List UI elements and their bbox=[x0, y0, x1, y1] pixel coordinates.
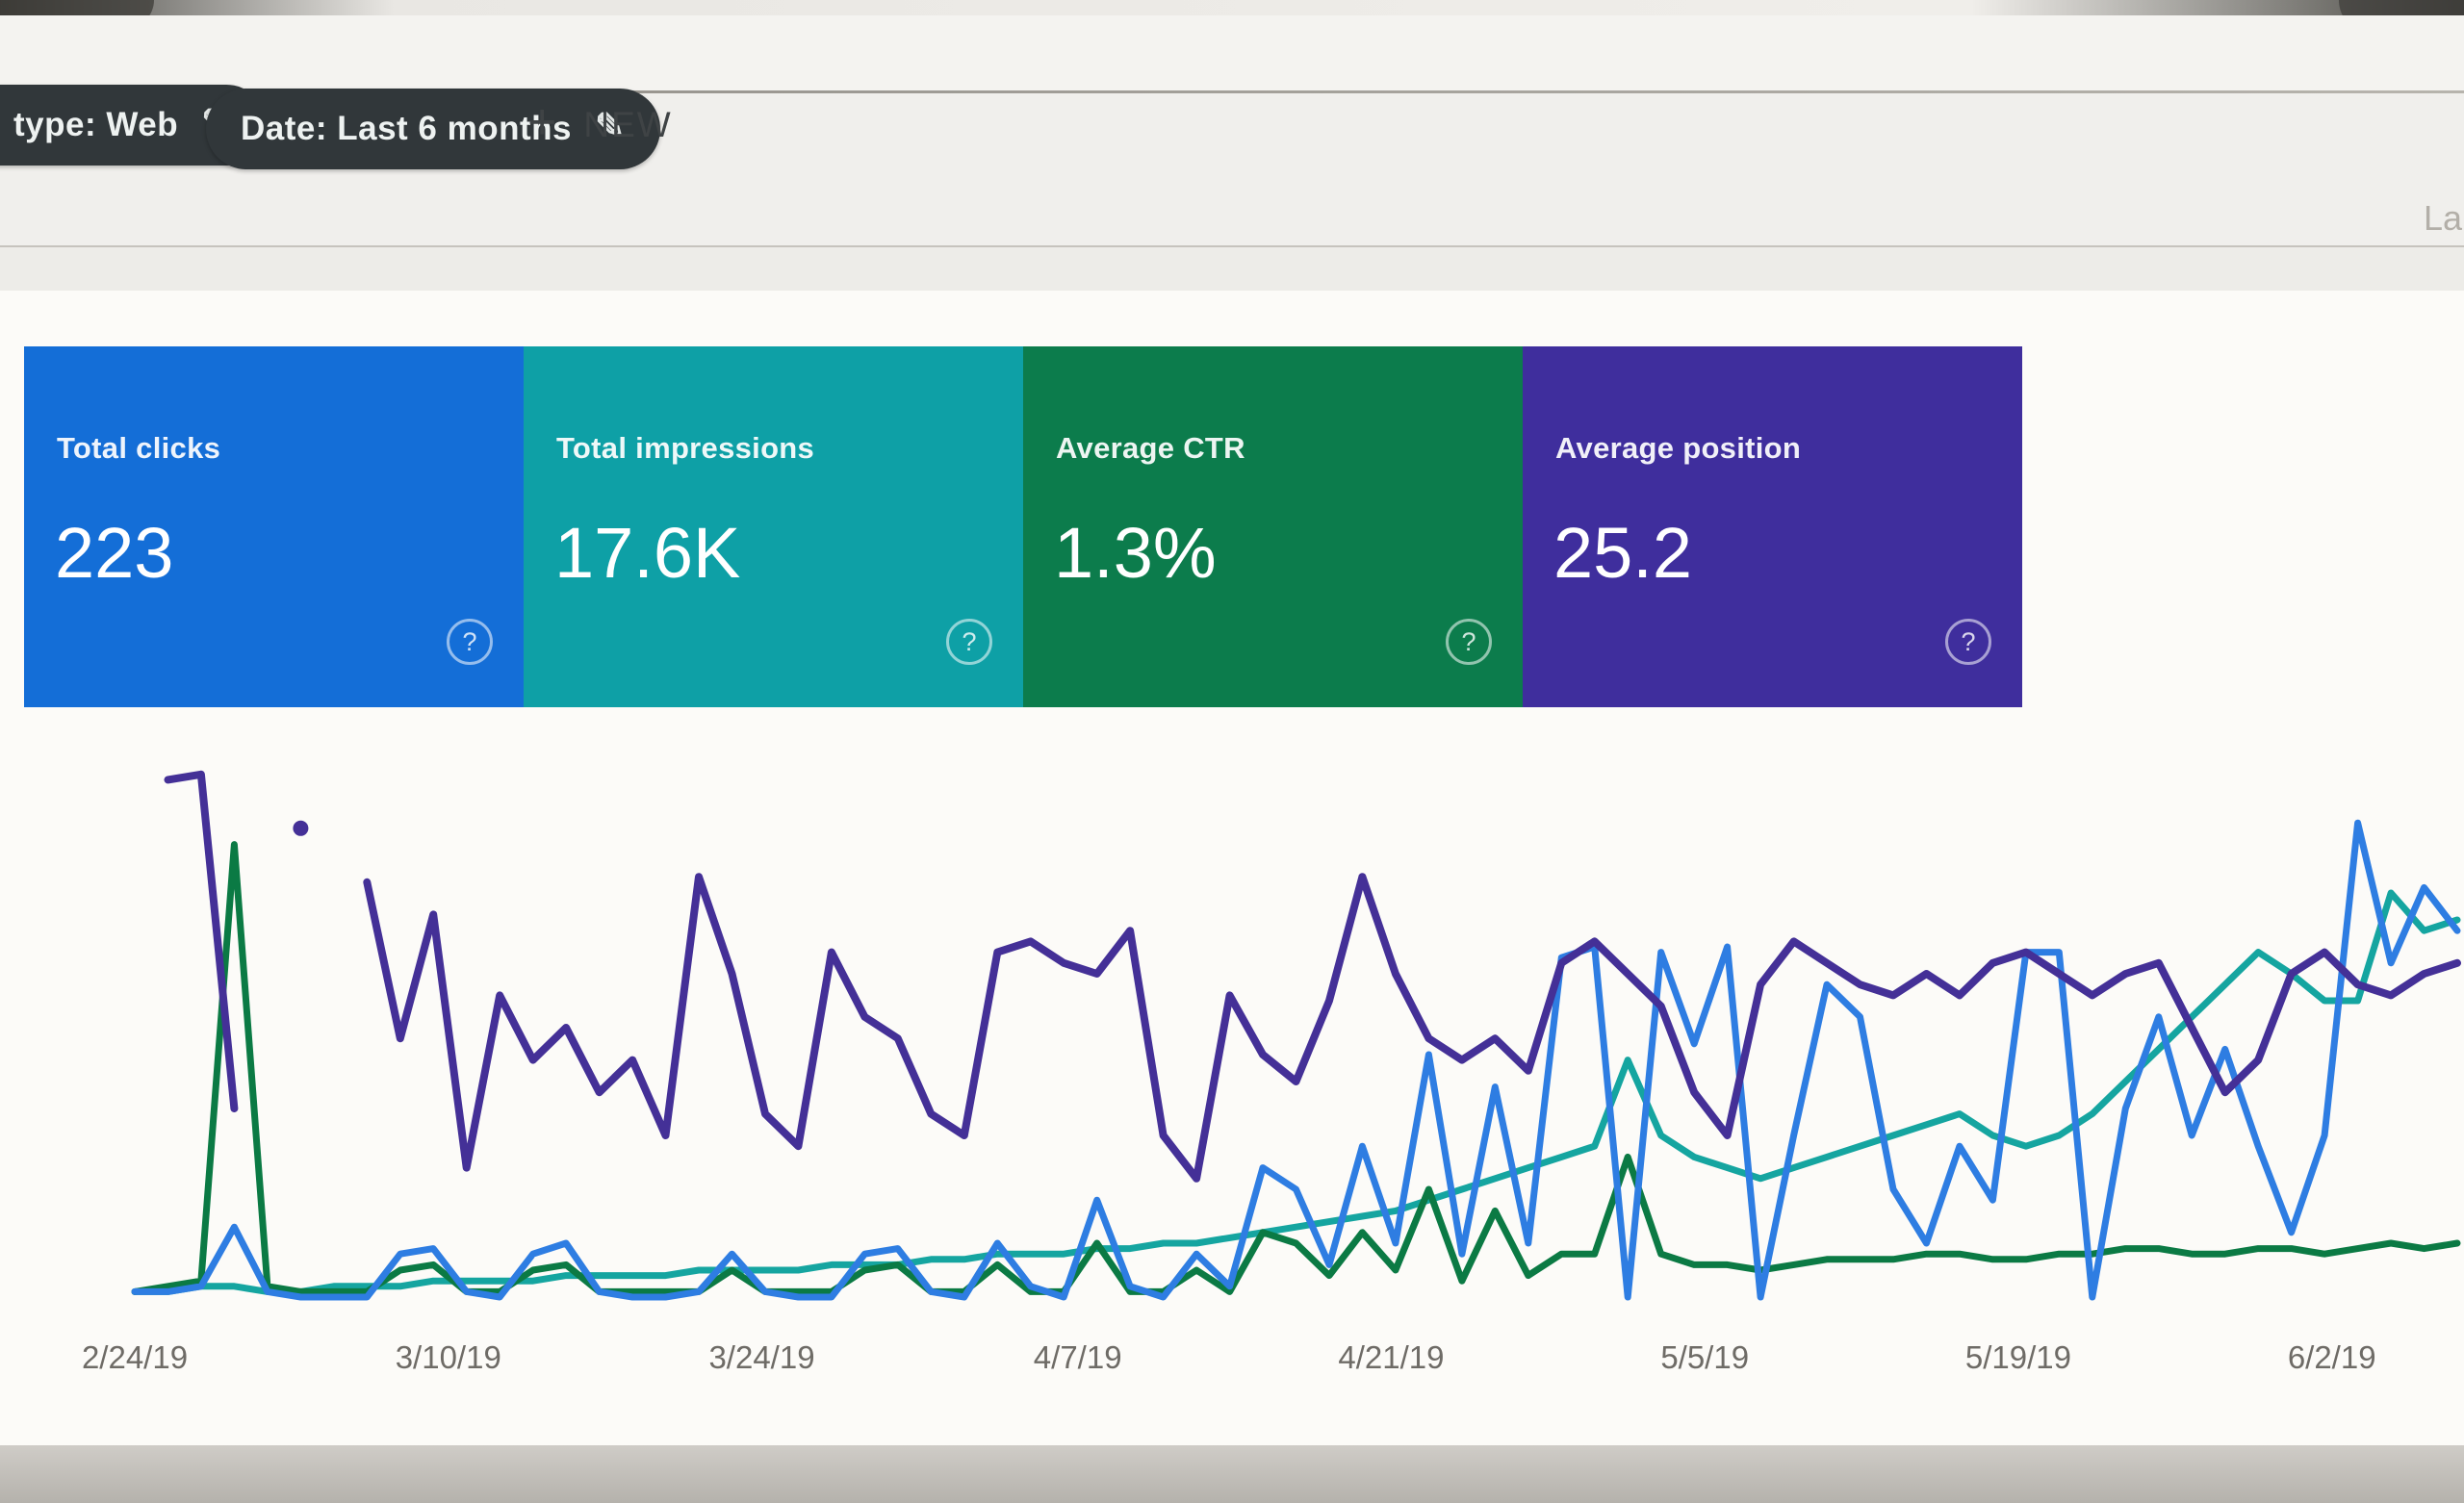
filter-chip-date-label: Date: Last 6 months bbox=[241, 110, 572, 147]
performance-chart bbox=[131, 770, 2461, 1301]
metric-label: Total clicks bbox=[57, 431, 221, 465]
top-strip bbox=[0, 15, 2464, 90]
pencil-icon[interactable]: ✎ bbox=[595, 107, 627, 147]
metric-card-total-clicks[interactable]: Total clicks 223 ? bbox=[24, 346, 524, 707]
new-filter-label: NEW bbox=[583, 105, 673, 144]
metric-value: 25.2 bbox=[1553, 513, 1693, 593]
x-axis-label: 5/19/19 bbox=[1964, 1339, 2071, 1375]
metric-card-average-position[interactable]: Average position 25.2 ? bbox=[1523, 346, 2022, 707]
metric-card-total-impressions[interactable]: Total impressions 17.6K ? bbox=[524, 346, 1023, 707]
x-axis-label: 4/21/19 bbox=[1338, 1339, 1445, 1375]
x-axis-label: 5/5/19 bbox=[1660, 1339, 1750, 1375]
metric-value: 223 bbox=[55, 513, 174, 593]
new-filter-button[interactable]: + NEW bbox=[527, 94, 673, 150]
x-axis-label: 3/10/19 bbox=[395, 1339, 501, 1375]
metric-label: Total impressions bbox=[556, 431, 815, 465]
help-icon[interactable]: ? bbox=[447, 619, 493, 665]
metric-value: 17.6K bbox=[554, 513, 741, 593]
help-icon[interactable]: ? bbox=[1446, 619, 1492, 665]
plus-icon: + bbox=[527, 94, 559, 150]
top-strip-edge bbox=[0, 90, 2464, 93]
x-axis-labels: 2/24/19 3/10/19 3/24/19 4/7/19 4/21/19 5/5/19… bbox=[0, 1339, 2464, 1397]
filter-chip-search-type-label: type: Web bbox=[13, 106, 179, 143]
metric-cards-row: Total clicks 223 ? Total impressions 17.… bbox=[24, 346, 2022, 707]
screen-bezel-bottom bbox=[0, 1445, 2464, 1503]
cutoff-text: La bbox=[2424, 198, 2463, 238]
metric-card-average-ctr[interactable]: Average CTR 1.3% ? bbox=[1023, 346, 1523, 707]
filter-chip-date[interactable]: Date: Last 6 months ✎ bbox=[206, 89, 661, 169]
metric-label: Average position bbox=[1555, 431, 1802, 465]
metric-label: Average CTR bbox=[1056, 431, 1245, 465]
help-icon[interactable]: ? bbox=[946, 619, 992, 665]
help-icon[interactable]: ? bbox=[1945, 619, 1991, 665]
x-axis-label: 2/24/19 bbox=[81, 1339, 189, 1375]
screen-bezel-top bbox=[0, 0, 2464, 15]
metric-value: 1.3% bbox=[1054, 513, 1217, 593]
x-axis-label: 6/2/19 bbox=[2287, 1339, 2376, 1375]
header-divider bbox=[0, 245, 2464, 247]
x-axis-label: 4/7/19 bbox=[1033, 1339, 1122, 1375]
x-axis-label: 3/24/19 bbox=[708, 1339, 815, 1375]
subheader-strip bbox=[0, 247, 2464, 291]
